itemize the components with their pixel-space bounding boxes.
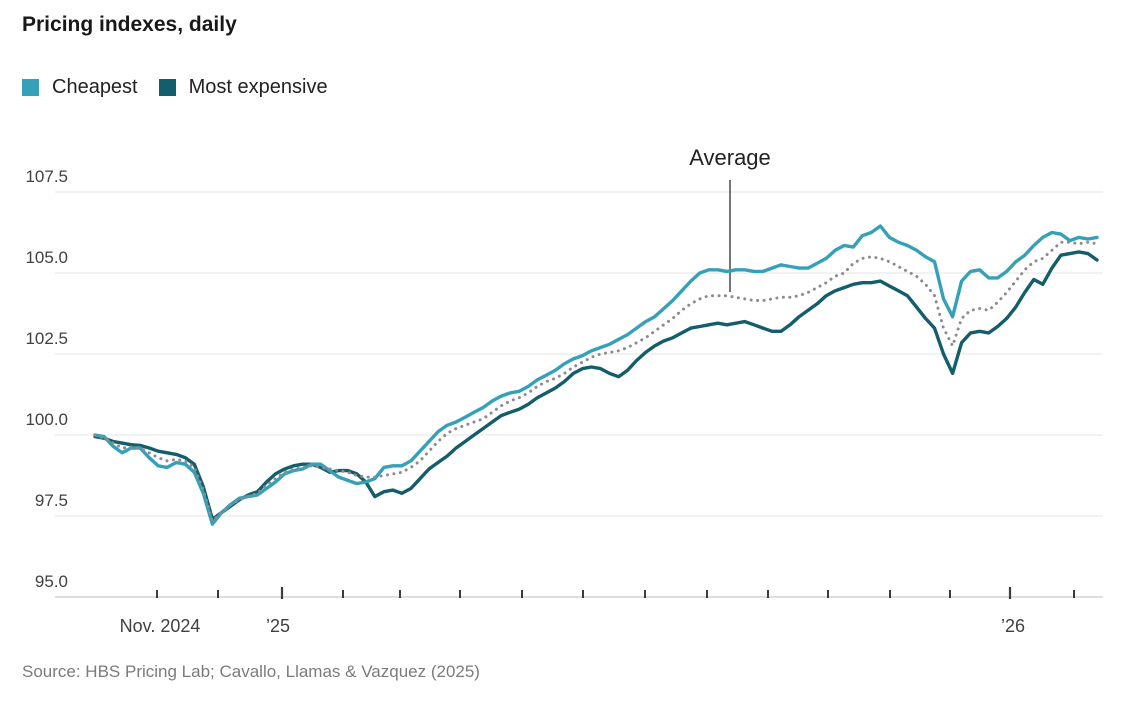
series-most-expensive-line bbox=[93, 250, 1099, 521]
average-annotation-label: Average bbox=[689, 145, 771, 170]
legend-swatch-most-expensive bbox=[158, 79, 176, 96]
legend-label-cheapest: Cheapest bbox=[52, 76, 138, 98]
y-axis-label: 107.5 bbox=[25, 167, 68, 186]
chart-title: Pricing indexes, daily bbox=[22, 13, 237, 36]
x-axis-label-26: ’26 bbox=[1000, 616, 1026, 636]
legend-swatch-cheapest bbox=[22, 79, 39, 96]
series-average-line bbox=[93, 240, 1099, 523]
y-axis-label: 100.0 bbox=[25, 410, 68, 429]
y-axis-label: 102.5 bbox=[25, 329, 68, 348]
y-axis-label: 97.5 bbox=[34, 491, 68, 510]
source-note: Source: HBS Pricing Lab; Cavallo, Llamas… bbox=[22, 662, 480, 681]
y-axis-label: 95.0 bbox=[34, 572, 68, 591]
series-cheapest-line bbox=[93, 224, 1099, 526]
legend-label-most-expensive: Most expensive bbox=[188, 76, 328, 98]
x-axis-label-25: ’25 bbox=[265, 616, 291, 636]
legend: Cheapest Most expensive bbox=[22, 76, 328, 99]
x-axis-label-nov-2024: Nov. 2024 bbox=[119, 616, 201, 636]
y-axis-label: 105.0 bbox=[25, 248, 68, 267]
